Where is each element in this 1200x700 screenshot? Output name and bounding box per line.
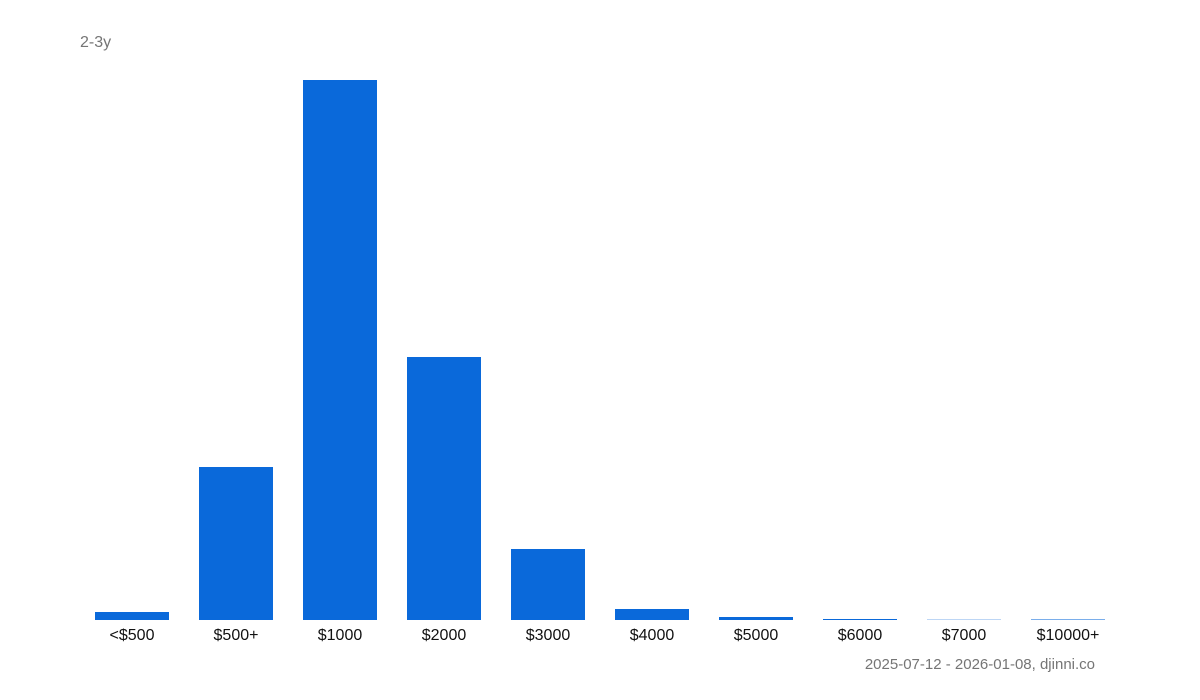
- bar: [303, 80, 377, 620]
- bar: [199, 467, 273, 620]
- x-axis-tick-label: $6000: [837, 627, 883, 644]
- bar: [927, 619, 1001, 620]
- date-range-source-note: 2025-07-12 - 2026-01-08, djinni.co: [864, 656, 1095, 673]
- x-axis-tick-label: $3000: [525, 627, 571, 644]
- chart-title: 2-3y: [80, 34, 112, 51]
- bar: [511, 549, 585, 620]
- x-axis-tick-label: $1000: [317, 627, 363, 644]
- x-axis-tick-label: $5000: [733, 627, 779, 644]
- x-axis-tick-label: $500+: [213, 627, 259, 644]
- bar: [823, 618, 897, 620]
- bar: [719, 616, 793, 620]
- x-axis-tick-label: $2000: [421, 627, 467, 644]
- bar: [1031, 619, 1105, 620]
- bar: [95, 611, 169, 620]
- x-axis-tick-label: $4000: [629, 627, 675, 644]
- bar: [407, 357, 481, 620]
- x-axis-tick-label: $10000+: [1036, 627, 1100, 644]
- x-axis-tick-label: $7000: [941, 627, 987, 644]
- x-axis-tick-label: <$500: [109, 627, 155, 644]
- bar: [615, 609, 689, 620]
